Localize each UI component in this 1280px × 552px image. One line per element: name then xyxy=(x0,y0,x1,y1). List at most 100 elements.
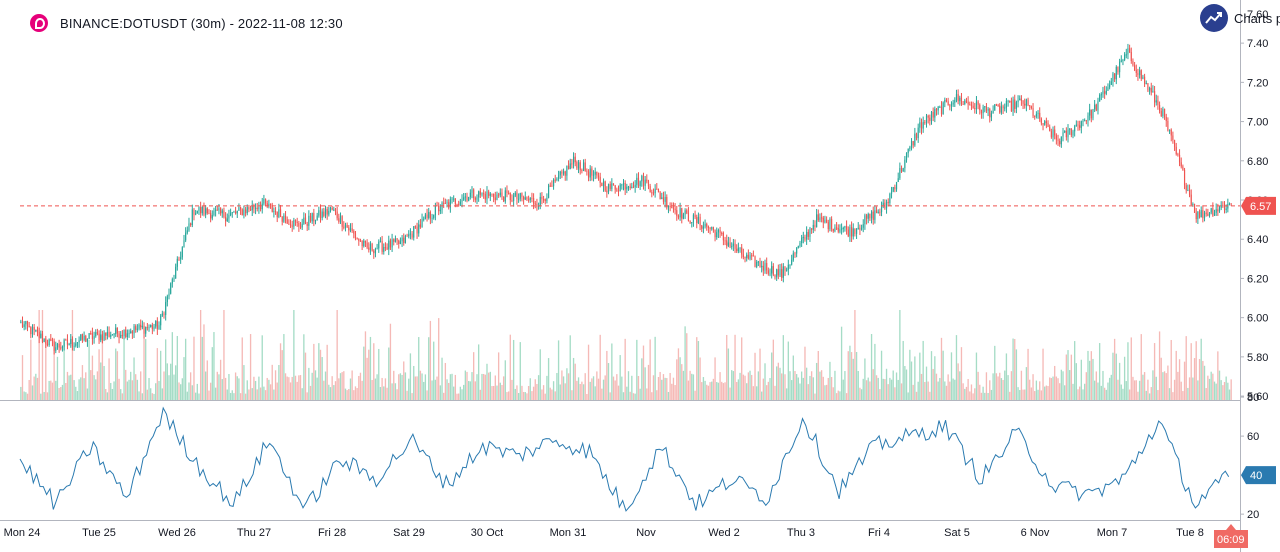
candle-body xyxy=(394,238,397,242)
candle-body xyxy=(696,217,698,224)
candle-body xyxy=(1044,121,1046,125)
candle-body xyxy=(860,227,863,230)
candle-body xyxy=(802,236,804,238)
time-tick-label: Mon 31 xyxy=(550,527,587,539)
candle-body xyxy=(576,162,578,169)
candle-body xyxy=(230,213,232,216)
volume-bar xyxy=(339,373,342,400)
volume-bar xyxy=(1019,390,1021,400)
candle-body xyxy=(1032,108,1034,117)
volume-bar xyxy=(358,375,360,400)
candle-body xyxy=(519,193,521,199)
candle-body xyxy=(363,240,365,247)
volume-bar xyxy=(964,388,966,400)
volume-bar xyxy=(659,371,661,400)
candle-body xyxy=(508,192,510,194)
candle-body xyxy=(864,215,866,225)
volume-bar xyxy=(136,379,139,400)
volume-bar xyxy=(331,376,333,400)
volume-bar xyxy=(108,358,110,400)
volume-bar xyxy=(336,310,338,400)
brand-badge[interactable]: Charts p xyxy=(1200,4,1280,32)
volume-bar xyxy=(562,376,565,400)
candle-body xyxy=(1137,72,1139,76)
candle-body xyxy=(469,192,471,197)
indicator-axis[interactable]: 80604020 xyxy=(1240,392,1259,521)
volume-bar xyxy=(637,375,640,400)
volume-bar xyxy=(404,372,407,400)
volume-bar xyxy=(722,383,725,400)
volume-bar xyxy=(299,375,302,400)
volume-bar xyxy=(829,361,831,400)
candle-body xyxy=(1114,73,1116,80)
candle-body xyxy=(88,333,90,339)
volume-bar xyxy=(424,374,427,400)
volume-bar xyxy=(1128,389,1131,400)
volume-bar xyxy=(696,337,698,400)
volume-bar xyxy=(662,374,665,400)
candle-body xyxy=(156,320,158,330)
candle-body xyxy=(418,224,420,234)
volume-bar xyxy=(174,365,177,400)
volume-bar xyxy=(1055,376,1058,400)
volume-bar xyxy=(797,377,799,400)
candle-body xyxy=(264,199,267,204)
volume-bar xyxy=(324,371,327,400)
volume-bar xyxy=(55,380,57,400)
volume-bar xyxy=(845,393,848,400)
volume-bar xyxy=(850,352,853,400)
volume-bar xyxy=(281,350,283,400)
volume-bar xyxy=(712,378,715,400)
candle-body xyxy=(761,265,763,268)
candle-body xyxy=(464,196,466,198)
candle-body xyxy=(737,247,739,252)
candle-body xyxy=(1119,61,1121,73)
volume-bar xyxy=(304,352,307,400)
volume-bar xyxy=(259,387,262,400)
candle-body xyxy=(794,253,796,255)
volume-bar xyxy=(492,385,495,400)
volume-bar xyxy=(599,334,601,400)
volume-bar xyxy=(1108,377,1111,400)
candle-body xyxy=(75,343,77,346)
candle-body xyxy=(1107,87,1109,91)
volume-bar xyxy=(707,385,710,400)
candle-body xyxy=(552,179,555,187)
volume-bar xyxy=(170,363,172,400)
candle-body xyxy=(256,207,258,209)
candle-body xyxy=(746,254,748,258)
volume-bar xyxy=(1102,370,1104,400)
volume-bar xyxy=(1193,358,1196,400)
candle-body xyxy=(479,191,481,195)
volume-bar xyxy=(977,371,979,400)
price-axis[interactable]: 7.407.207.006.806.606.406.206.005.805.60… xyxy=(1240,9,1268,403)
volume-bar xyxy=(423,381,425,400)
candle-body xyxy=(1168,129,1171,131)
price-tick-label: 6.80 xyxy=(1247,156,1268,168)
candle-body xyxy=(491,193,493,195)
candle-body xyxy=(602,181,605,187)
candle-body xyxy=(964,100,966,105)
candle-body xyxy=(269,203,272,206)
volume-bar xyxy=(1218,370,1221,400)
volume-bar xyxy=(834,370,836,400)
candle-body xyxy=(767,270,769,274)
volume-bar xyxy=(674,385,676,400)
candle-body xyxy=(834,227,836,232)
candle-body xyxy=(304,217,307,225)
time-axis[interactable]: Mon 24 Tue 25 Wed 26 Thu 27 Fri 28 Sat 29 30 O… xyxy=(4,527,1204,539)
volume-bar xyxy=(1180,381,1182,400)
candle-body xyxy=(706,223,708,227)
candle-body xyxy=(1050,131,1052,138)
volume-bar xyxy=(954,379,956,400)
candle-body xyxy=(205,208,207,215)
candle-body xyxy=(622,182,625,185)
last-price-badge-label: 6.57 xyxy=(1250,201,1271,213)
volume-bar xyxy=(226,389,228,400)
time-tick-label: Sat 5 xyxy=(944,527,970,539)
volume-bar xyxy=(193,336,195,400)
candle-body xyxy=(1079,125,1081,128)
candle-body xyxy=(181,247,183,258)
candle-body xyxy=(268,203,270,207)
